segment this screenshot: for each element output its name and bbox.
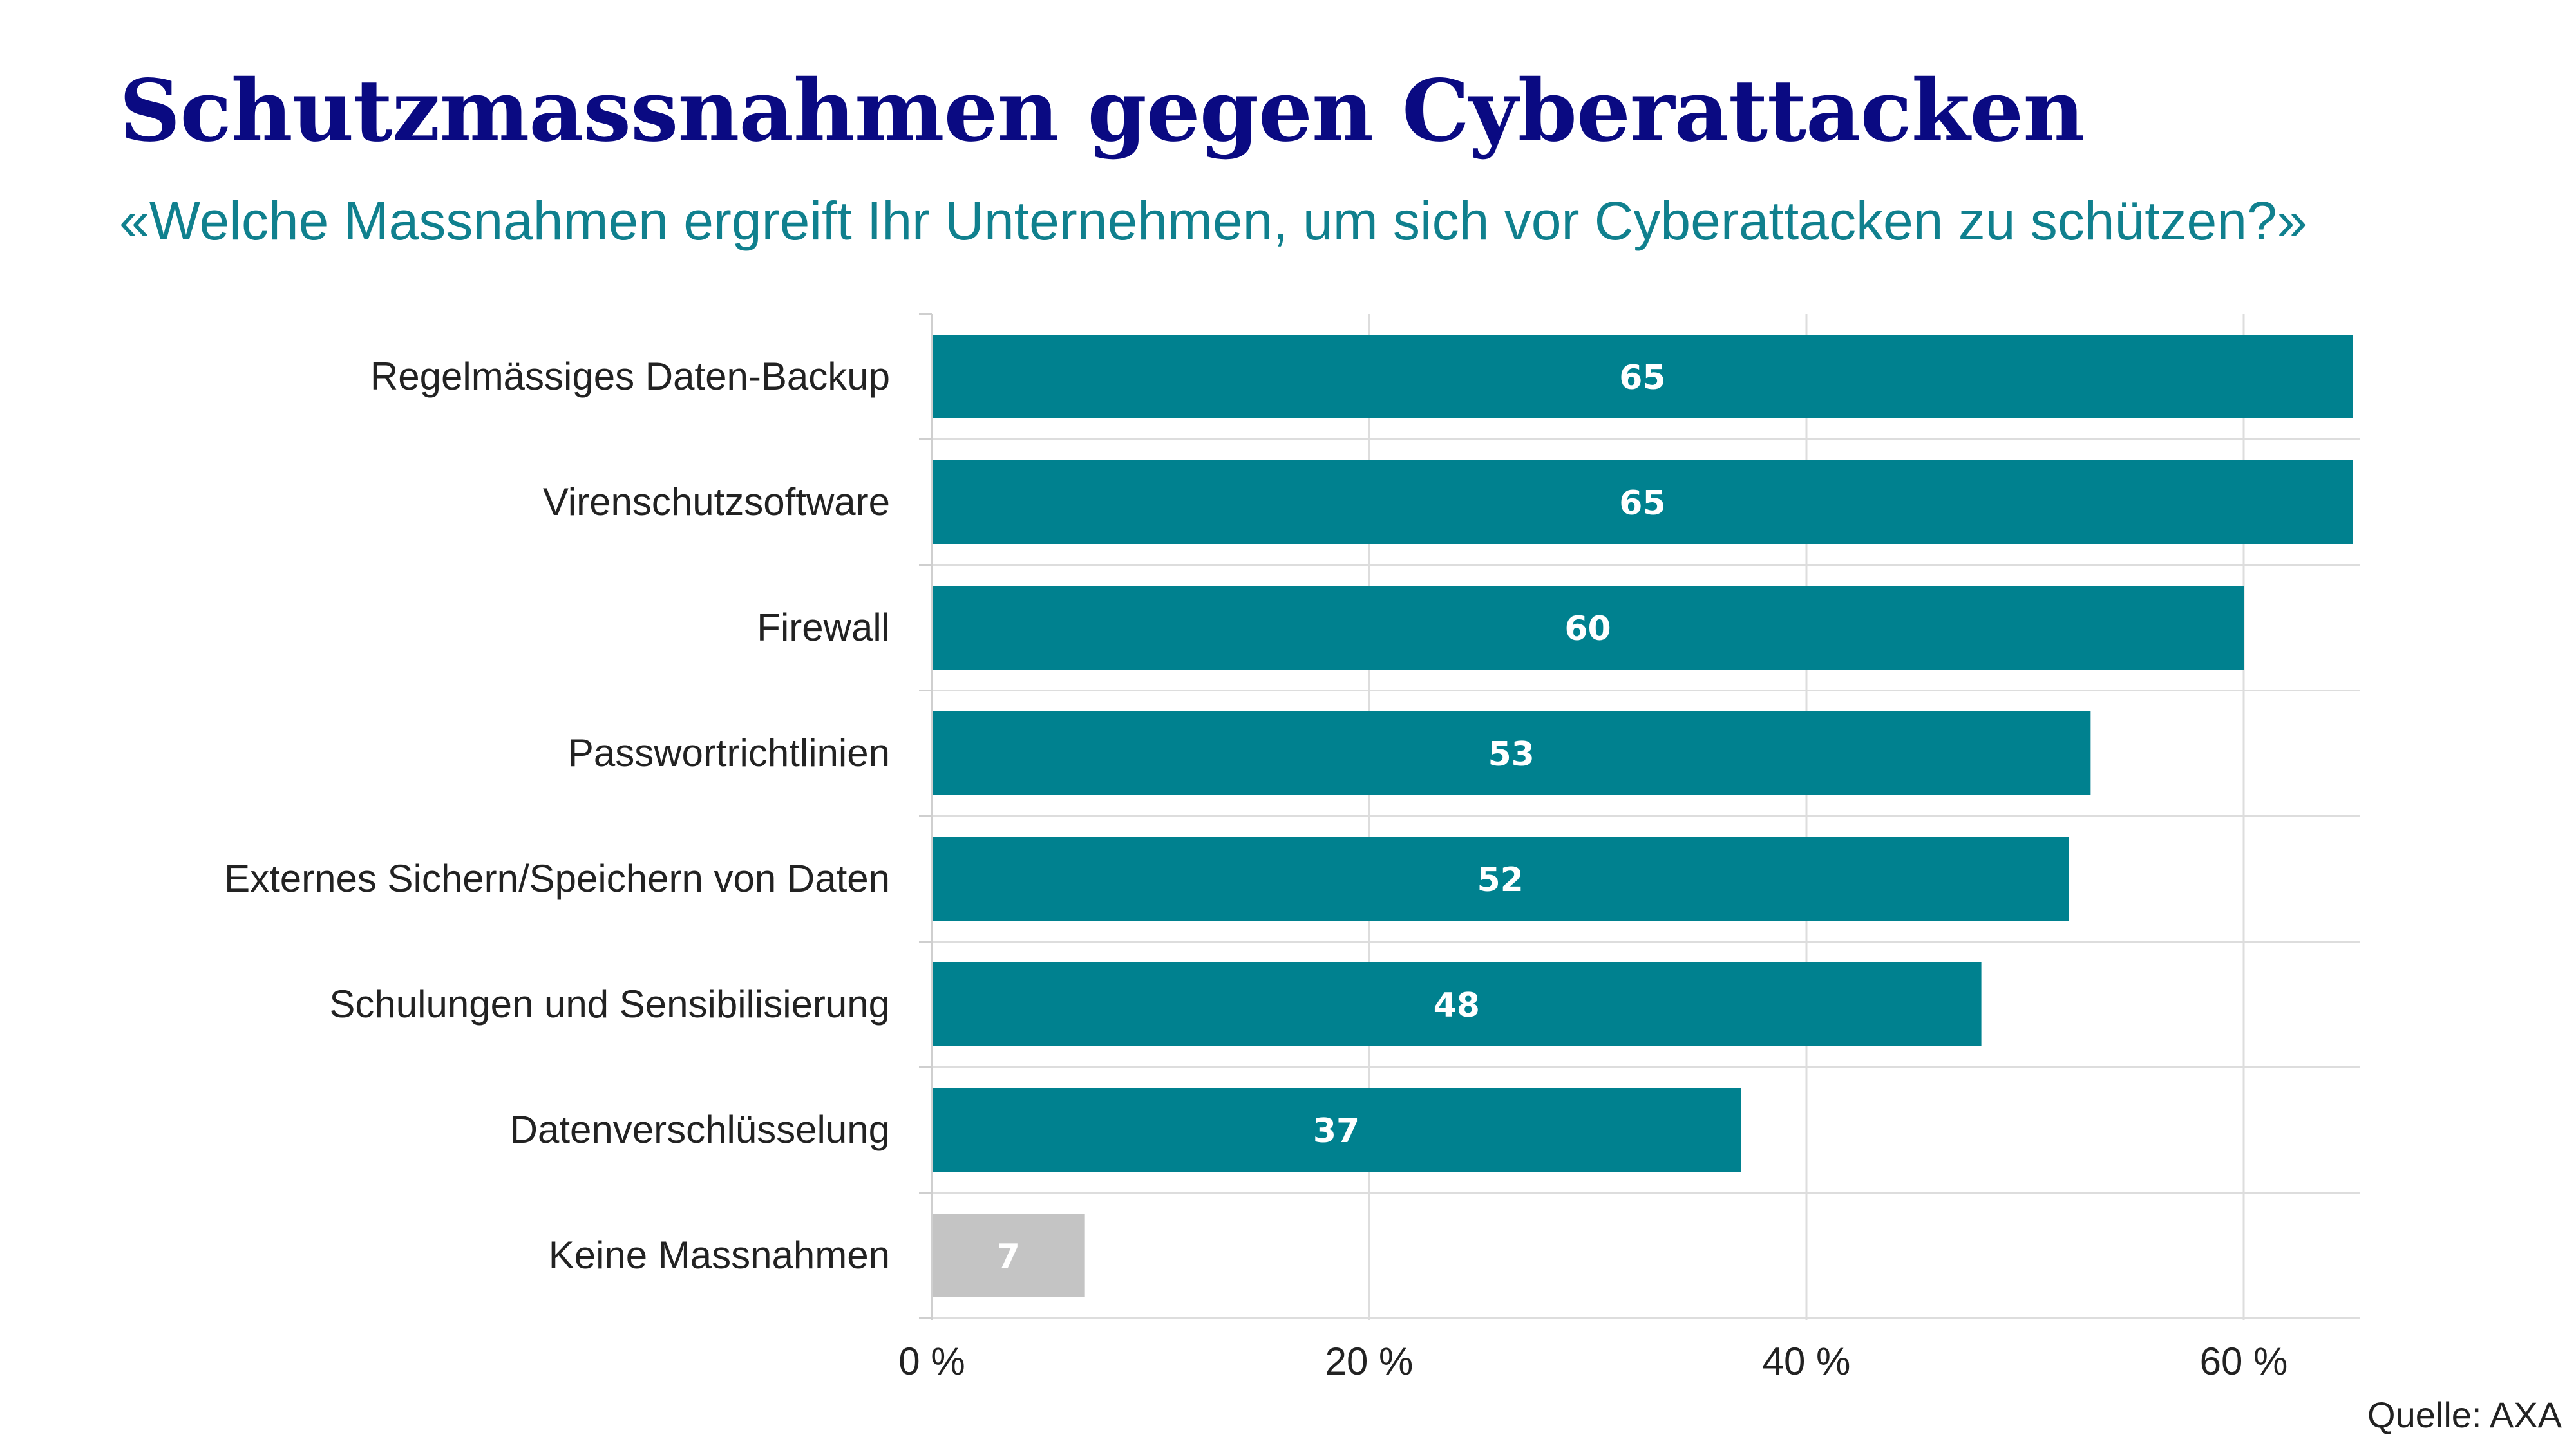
chart-subtitle: «Welche Massnahmen ergreift Ihr Unterneh… <box>119 191 2307 251</box>
value-label: 60 <box>1564 610 1611 648</box>
category-label: Passwortrichtlinien <box>568 731 890 775</box>
value-label: 65 <box>1619 359 1665 397</box>
category-label: Regelmässiges Daten-Backup <box>370 355 890 398</box>
category-label: Firewall <box>757 606 890 649</box>
x-tick-label: 40 % <box>1763 1340 1851 1383</box>
value-label: 48 <box>1434 986 1480 1025</box>
value-label: 7 <box>997 1237 1020 1276</box>
grid-lines <box>932 314 2360 1320</box>
x-tick-label: 60 % <box>2200 1340 2288 1383</box>
value-label: 52 <box>1477 861 1524 899</box>
bar <box>932 586 2244 670</box>
x-tick-label: 20 % <box>1325 1340 1414 1383</box>
chart-title: Schutzmassnahmen gegen Cyberattacken <box>119 61 2085 161</box>
bar <box>932 711 2091 795</box>
axes <box>919 313 933 1320</box>
bar <box>932 962 1982 1046</box>
value-label: 65 <box>1619 484 1665 523</box>
labels: 0 % 20 % 40 % 60 % Regelmässiges Daten-Backu… <box>224 355 2287 1383</box>
value-label: 53 <box>1488 735 1534 774</box>
bars <box>932 335 2353 1297</box>
bar <box>932 335 2353 418</box>
category-label: Externes Sichern/Speichern von Daten <box>224 857 890 900</box>
bar <box>932 1214 1085 1297</box>
category-label: Virenschutzsoftware <box>543 480 890 523</box>
bar <box>932 837 2069 921</box>
category-label: Keine Massnahmen <box>549 1234 890 1277</box>
bar <box>932 460 2353 544</box>
category-label: Schulungen und Sensibilisierung <box>329 982 890 1026</box>
x-tick-label: 0 % <box>898 1340 965 1383</box>
bar <box>932 1088 1741 1172</box>
category-label: Datenverschlüsselung <box>510 1108 890 1151</box>
source-note: Quelle: AXA <box>2367 1394 2562 1435</box>
value-label: 37 <box>1313 1112 1359 1150</box>
